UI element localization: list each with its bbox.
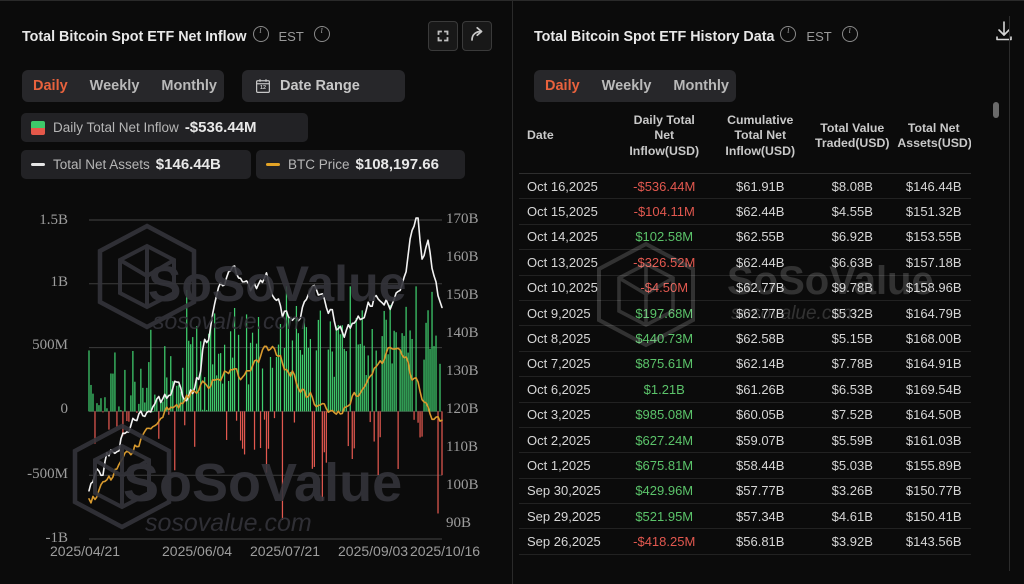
svg-text:12: 12 [260,85,266,91]
svg-text:sosovalue.com: sosovalue.com [145,509,312,537]
svg-text:sosovalue.com: sosovalue.com [153,308,306,334]
svg-text:SoSoValue: SoSoValue [148,256,406,312]
svg-text:SoSoValue: SoSoValue [123,453,402,513]
